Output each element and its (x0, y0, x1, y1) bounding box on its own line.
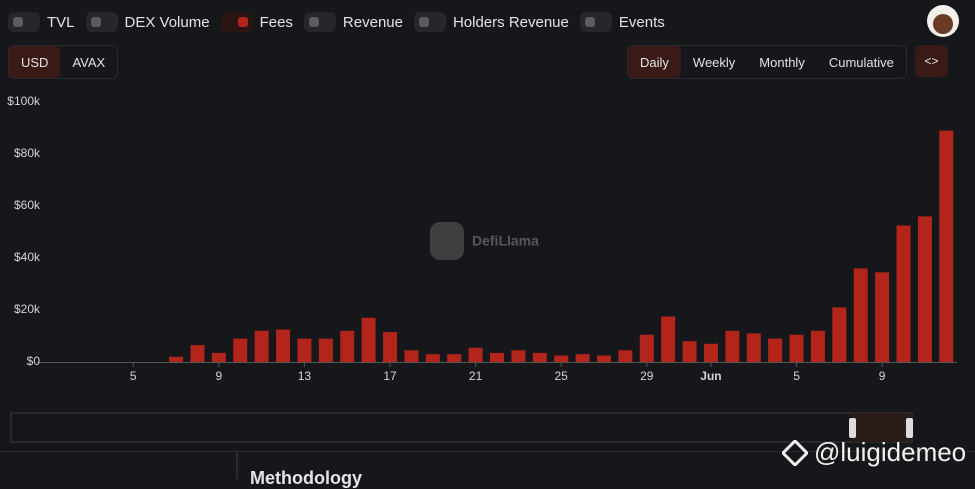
bar (276, 329, 291, 362)
range-handle[interactable] (849, 418, 856, 438)
toggle[interactable]: DEX Volume (85, 12, 210, 32)
toggle-switch[interactable] (413, 12, 446, 32)
x-tick-label: 21 (469, 369, 483, 383)
bar (896, 225, 911, 362)
x-tick-label: 25 (555, 369, 569, 383)
range-handle[interactable] (906, 418, 913, 438)
toggle-row: TVL DEX Volume Fees Revenue Holders Revenue E… (8, 12, 665, 32)
period-button[interactable]: Monthly (759, 54, 805, 70)
toggle[interactable]: Revenue (303, 12, 403, 32)
currency-button[interactable]: USD (9, 46, 61, 78)
x-tick-label: 9 (216, 369, 223, 383)
bar (340, 330, 355, 362)
bar (254, 330, 269, 362)
toggle-label: Revenue (342, 13, 403, 31)
bar (468, 347, 483, 362)
bar (490, 352, 504, 362)
y-tick-label: $0 (27, 354, 41, 368)
y-tick-label: $20k (14, 302, 41, 316)
bar (789, 334, 804, 362)
x-tick-label: 5 (130, 369, 137, 383)
period-button[interactable]: Cumulative (828, 54, 894, 70)
y-tick-label: $100k (7, 94, 41, 108)
bar (768, 338, 783, 362)
x-tick-label: 13 (298, 369, 312, 383)
toggle[interactable]: Fees (220, 12, 293, 32)
avatar-face (933, 14, 953, 34)
toggle-switch[interactable] (8, 12, 40, 32)
bar (746, 333, 761, 362)
currency-button[interactable]: AVAX (72, 54, 106, 70)
bar (725, 330, 740, 362)
bar (661, 316, 676, 362)
bar (832, 307, 847, 362)
toggle-label: Holders Revenue (452, 13, 569, 31)
bar (939, 130, 954, 362)
toggle-switch[interactable] (220, 12, 253, 32)
range-slider[interactable] (10, 412, 913, 443)
currency-group: USD AVAX (8, 45, 119, 79)
bar (361, 317, 376, 362)
bar (297, 338, 312, 362)
y-tick-label: $80k (14, 146, 41, 160)
bar (425, 354, 440, 362)
bar (318, 338, 333, 362)
bar (383, 332, 398, 362)
bar (618, 350, 633, 362)
watermark: DefiLlama (430, 222, 539, 260)
toggle-label: TVL (47, 13, 75, 31)
toggle[interactable]: Holders Revenue (413, 12, 569, 32)
x-tick-label: 9 (879, 369, 886, 383)
overlay-text: @luigidemeo (814, 437, 967, 467)
panel-divider (236, 452, 238, 479)
bar (639, 334, 654, 362)
bar (447, 354, 462, 362)
bar (554, 355, 569, 362)
avatar[interactable] (926, 4, 960, 38)
watermark-logo (430, 222, 464, 260)
toggle-label: Events (618, 13, 665, 31)
overlay-logo (782, 439, 808, 466)
bar (596, 355, 611, 362)
toggle-label: Fees (259, 13, 293, 31)
bar (682, 341, 697, 362)
toggle-switch[interactable] (303, 12, 336, 32)
bar (532, 352, 547, 362)
bar (211, 352, 226, 362)
period-group: Daily Weekly Monthly Cumulative (627, 45, 907, 79)
range-selection (852, 413, 910, 442)
bar (233, 338, 248, 362)
bar (575, 354, 590, 362)
toggle[interactable]: Events (579, 12, 665, 32)
bar (853, 268, 868, 362)
x-tick-label: 5 (793, 369, 800, 383)
toggle-switch[interactable] (579, 12, 612, 32)
embed-button[interactable]: <> (915, 45, 948, 77)
toggle-label: DEX Volume (124, 13, 210, 31)
bar (190, 345, 205, 362)
bar (511, 350, 526, 362)
bar (875, 272, 890, 362)
page: {"toggles": [ {"label": "TVL", "active":… (0, 4, 975, 488)
watermark-text: DefiLlama (472, 233, 539, 249)
toggle[interactable]: TVL (8, 12, 75, 32)
bar (810, 330, 825, 362)
toggle-switch[interactable] (85, 12, 118, 32)
bar (404, 350, 419, 362)
x-tick-label: Jun (700, 369, 721, 383)
period-button[interactable]: Weekly (692, 54, 736, 70)
period-button[interactable]: Daily (628, 46, 681, 78)
x-tick-label: 17 (383, 369, 397, 383)
chart: DefiLlama $0 $20k $40k $60k $80k $100k 5 9 13 17 2… (0, 94, 975, 452)
bar (703, 343, 718, 362)
bar (917, 216, 932, 362)
y-tick-label: $60k (14, 198, 41, 212)
overlay-watermark: @luigidemeo (782, 437, 966, 468)
bar (169, 356, 184, 362)
x-tick-label: 29 (640, 369, 654, 383)
y-tick-label: $40k (14, 250, 41, 264)
